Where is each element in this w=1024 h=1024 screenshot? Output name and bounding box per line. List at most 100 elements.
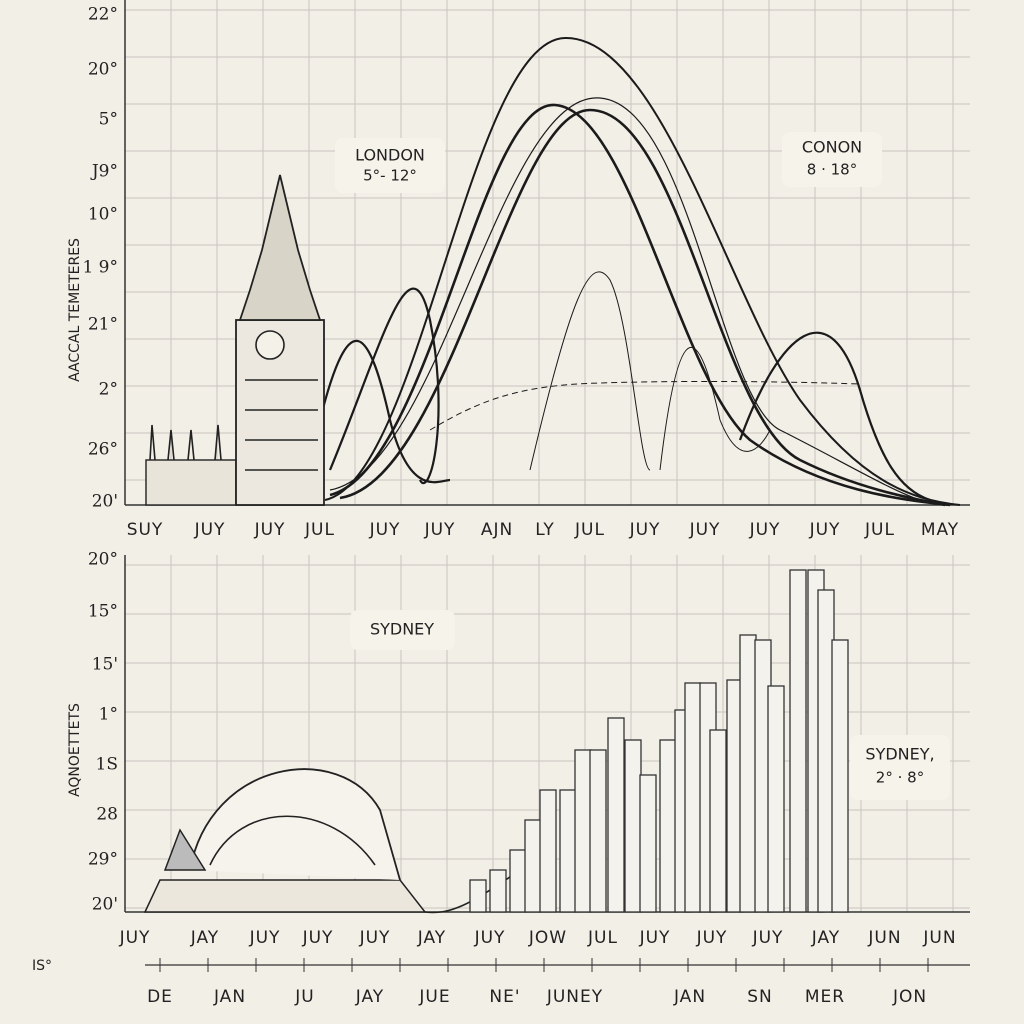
bar — [559, 789, 577, 913]
bar — [789, 569, 807, 913]
x-tick-label: JUL — [864, 520, 895, 540]
curve — [339, 108, 946, 507]
x-tick-label: JUY — [249, 928, 281, 948]
x-tick-label: JUY — [696, 928, 728, 948]
curve — [329, 103, 951, 507]
lower-tick-label: NE' — [489, 987, 520, 1007]
curve — [328, 287, 440, 484]
y-tick-label: 29° — [88, 850, 118, 870]
x-tick-label: MAY — [921, 520, 959, 540]
annotation-text: 5°- 12° — [363, 167, 417, 185]
bar — [539, 789, 557, 913]
bar — [509, 849, 527, 913]
x-tick-label: JUY — [302, 928, 334, 948]
bar — [469, 879, 487, 913]
bar — [574, 749, 592, 913]
x-tick-label: AJN — [481, 520, 513, 540]
x-tick-label: JUY — [254, 520, 286, 540]
y-tick-label: 20° — [88, 60, 118, 80]
y-tick-label: J9° — [90, 162, 118, 182]
y-tick-label: 15' — [92, 655, 118, 675]
y-tick-label: 15° — [88, 602, 118, 622]
bar — [739, 634, 757, 913]
bar — [767, 685, 785, 913]
x-tick-label: JUY — [639, 928, 671, 948]
y-tick-label: 5° — [99, 110, 118, 130]
curve — [324, 36, 961, 506]
bar — [659, 739, 677, 913]
bar — [489, 869, 507, 913]
bar — [624, 739, 642, 913]
bars — [469, 569, 849, 913]
lower-tick-label: JUE — [418, 987, 450, 1007]
curve — [429, 380, 861, 431]
x-tick-label: JUL — [587, 928, 618, 948]
y-tick-label: 20' — [92, 895, 118, 915]
y-tick-label: 21° — [88, 315, 118, 335]
x-tick-label: JUY — [629, 520, 661, 540]
x-tick-label: JAY — [417, 928, 446, 948]
lower-tick-label: JAN — [213, 987, 246, 1007]
bar — [607, 717, 625, 913]
bar — [524, 819, 542, 913]
x-tick-label: JUY — [119, 928, 151, 948]
lower-tick-label: SN — [747, 987, 773, 1007]
annotation-title: SYDNEY — [370, 620, 434, 639]
annotation-box — [335, 138, 445, 193]
y-tick-label: 1S — [96, 755, 118, 775]
x-tick-label: LY — [535, 520, 555, 540]
x-tick-label: JOW — [528, 928, 567, 948]
y-tick-label: 20' — [92, 492, 118, 512]
x-tick-label: SUY — [127, 520, 164, 540]
y-axis-title: AACCAL TEMETERES — [67, 238, 83, 382]
bar — [589, 749, 607, 913]
lower-axis-title: IS° — [32, 958, 52, 974]
y-tick-label: 10° — [88, 205, 118, 225]
lower-tick-label: DE — [147, 987, 173, 1007]
curve — [318, 339, 451, 484]
y-tick-label: 2° — [99, 380, 118, 400]
bar — [831, 639, 849, 913]
curve — [738, 331, 931, 502]
bar — [684, 682, 702, 913]
annotation-box — [782, 132, 882, 187]
lower-tick-label: JU — [294, 987, 314, 1007]
lower-tick-label: JON — [892, 987, 927, 1007]
x-tick-label: JUN — [922, 928, 956, 948]
y-tick-label: 28 — [96, 805, 118, 825]
lower-tick-label: JUNEY — [546, 987, 603, 1007]
x-tick-label: JUN — [867, 928, 901, 948]
curve — [659, 347, 771, 471]
y-tick-label: 26° — [88, 440, 118, 460]
y-tick-label: 1° — [99, 705, 118, 725]
y-tick-label: 1 9° — [82, 258, 118, 278]
annotation-title: CONON — [802, 138, 862, 157]
curve — [329, 97, 921, 501]
x-tick-label: JUY — [474, 928, 506, 948]
bar — [709, 729, 727, 913]
annotation-text: 8 · 18° — [807, 161, 857, 179]
annotation-title: SYDNEY, — [865, 745, 934, 764]
x-tick-label: JUY — [689, 520, 721, 540]
x-tick-label: JUY — [359, 928, 391, 948]
x-tick-label: JUY — [752, 928, 784, 948]
y-tick-label: 20° — [88, 550, 118, 570]
curves — [318, 36, 961, 507]
x-tick-label: JAY — [190, 928, 219, 948]
clock-tower — [145, 174, 325, 506]
lower-tick-label: JAY — [355, 987, 384, 1007]
y-axis-title: AQNOETTETS — [67, 703, 83, 797]
annotation-box — [350, 610, 455, 650]
y-tick-label: 22° — [88, 5, 118, 25]
curve — [529, 271, 651, 471]
annotation-box — [850, 735, 950, 800]
bar — [639, 774, 657, 913]
x-tick-label: JUY — [424, 520, 456, 540]
opera-house — [143, 768, 521, 914]
x-tick-label: JUY — [749, 520, 781, 540]
x-tick-label: JUL — [304, 520, 335, 540]
x-tick-label: JUY — [809, 520, 841, 540]
lower-tick-label: MER — [805, 987, 845, 1007]
x-tick-label: JUL — [574, 520, 605, 540]
